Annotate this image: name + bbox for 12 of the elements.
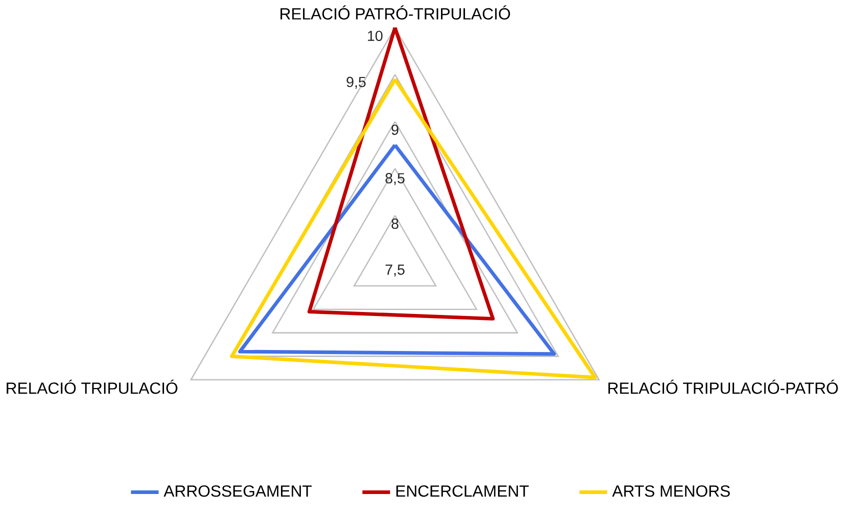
y-tick-label: 8,5 <box>385 173 404 186</box>
y-tick-label: 8 <box>392 218 398 230</box>
legend-label: ENCERCLAMENT <box>396 486 529 498</box>
spoke-label: RELACIÓ PATRÓ-TRIPULACIÓ <box>280 6 510 20</box>
y-tick-label: 9 <box>392 124 398 136</box>
y-tick-label: 7,5 <box>386 264 404 277</box>
legend-label: ARROSSEGAMENT <box>164 486 312 498</box>
spoke-label: RELACIÓ TRIPULACIÓ <box>6 380 178 394</box>
y-tick-label: 10 <box>368 30 382 42</box>
legend-label: ARTS MENORS <box>612 486 730 498</box>
spoke-label: RELACIÓ TRIPULACIÓ-PATRÓ <box>608 380 838 394</box>
y-tick-label: 9,5 <box>346 77 366 90</box>
